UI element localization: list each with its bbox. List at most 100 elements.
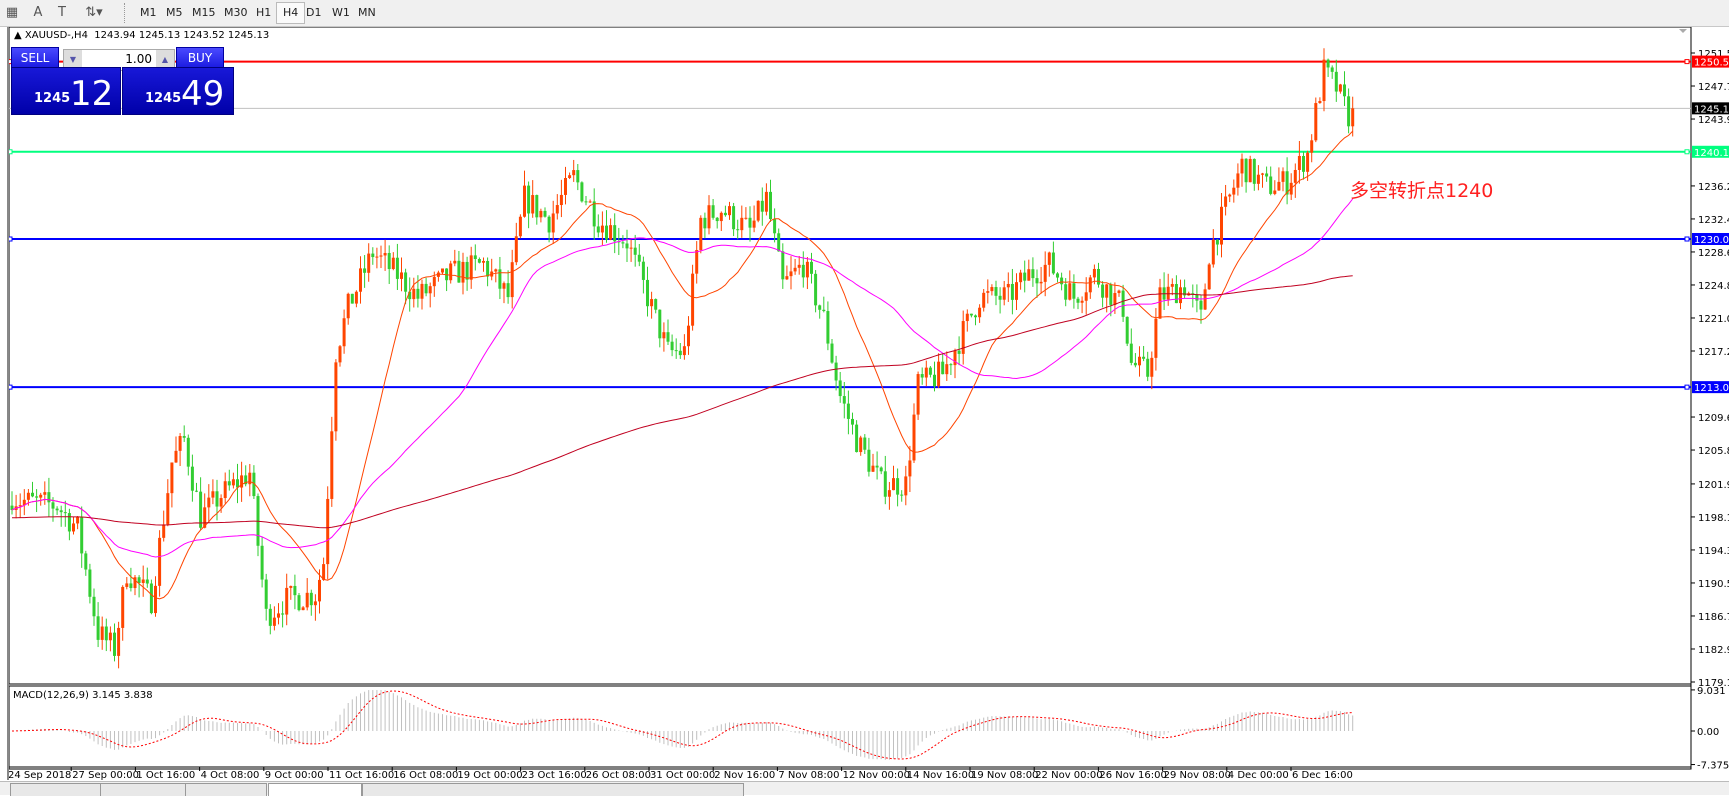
time-tick-label: 7 Nov 08:00 (778, 770, 839, 780)
bull-candle (1158, 287, 1162, 319)
timeframe-h1[interactable]: H1 (256, 6, 272, 19)
price-tick-label: 1224.80 (1698, 281, 1729, 292)
timeframe-w1[interactable]: W1 (332, 6, 350, 19)
bear-candle (1023, 272, 1027, 281)
bull-candle (756, 200, 760, 221)
price-tick-label: 1209.60 (1698, 413, 1729, 424)
sell-price[interactable]: 1245 12 (11, 67, 121, 115)
price-tick-label: 1190.50 (1698, 579, 1729, 590)
bull-candle (961, 321, 965, 354)
bull-candle (551, 213, 555, 233)
bull-candle (338, 346, 342, 363)
bear-candle (227, 481, 231, 486)
bull-candle (531, 195, 535, 214)
bull-candle (1166, 286, 1170, 300)
bull-candle (600, 225, 604, 233)
bear-candle (424, 283, 428, 294)
bull-candle (289, 585, 293, 588)
timeframe-h4[interactable]: H4 (276, 2, 306, 24)
bull-candle (22, 499, 26, 506)
bear-candle (834, 362, 838, 381)
price-label-box (1692, 381, 1729, 394)
bull-candle (1228, 194, 1232, 197)
bear-candle (1146, 358, 1150, 377)
price-tick-label: 1182.90 (1698, 645, 1729, 656)
bear-candle (408, 291, 412, 300)
bull-candle (719, 212, 723, 222)
text-label-icon[interactable]: T (58, 5, 66, 20)
chart-tab[interactable] (10, 783, 102, 796)
bull-candle (990, 287, 994, 292)
bull-candle (1281, 171, 1285, 182)
bear-candle (137, 577, 141, 583)
bull-candle (248, 472, 252, 485)
lot-value[interactable]: 1.00 (125, 52, 152, 66)
moving-average-line (11, 130, 1354, 600)
bull-candle (629, 247, 633, 249)
collapse-triangle-icon[interactable]: ▲ (14, 30, 22, 41)
bear-candle (186, 437, 190, 467)
buy-price[interactable]: 1245 49 (122, 67, 234, 115)
bull-candle (1150, 357, 1154, 377)
bull-candle (588, 201, 592, 203)
bull-candle (904, 476, 908, 496)
timeframe-m5[interactable]: M5 (166, 6, 183, 19)
bear-candle (592, 201, 596, 227)
bull-candle (1092, 268, 1096, 278)
bear-candle (1326, 59, 1330, 68)
time-tick-label: 27 Sep 00:00 (72, 770, 139, 780)
text-icon[interactable]: A (33, 5, 43, 20)
timeframe-mn[interactable]: MN (358, 6, 376, 19)
chart-tab[interactable] (362, 783, 744, 796)
bull-candle (687, 325, 690, 347)
macd-tick-label: 9.031 (1697, 686, 1726, 697)
chart-window[interactable]: 1251.50 1247.70 1243.90 1236.20 1232.40 1228.… (7, 27, 1729, 780)
decrease-lot-button[interactable]: ▼ (64, 50, 82, 70)
chart-tab[interactable] (100, 783, 187, 796)
bull-candle (1039, 281, 1043, 284)
bull-candle (125, 583, 129, 587)
bull-candle (1207, 264, 1211, 290)
bull-candle (330, 431, 334, 499)
moving-average-line (11, 198, 1354, 558)
chart-tab-active[interactable] (268, 783, 362, 796)
time-tick-label: 16 Oct 08:00 (393, 770, 458, 780)
chart-tab[interactable] (185, 783, 267, 796)
bull-candle (1240, 158, 1244, 174)
bull-candle (203, 507, 207, 528)
time-tick-label: 29 Nov 08:00 (1164, 770, 1231, 780)
price-chart[interactable]: 1251.50 1247.70 1243.90 1236.20 1232.40 1228.… (9, 27, 1729, 780)
bull-candle (1015, 282, 1018, 300)
bull-candle (133, 577, 137, 589)
bear-candle (777, 233, 781, 252)
bull-candle (662, 332, 666, 339)
grid-icon[interactable]: ▦ (5, 5, 19, 20)
bull-candle (707, 205, 711, 229)
timeframe-m30[interactable]: M30 (224, 6, 248, 19)
timeframe-d1[interactable]: D1 (306, 6, 322, 19)
bull-candle (1306, 152, 1310, 172)
bull-candle (72, 523, 75, 532)
price-tick-label: 1251.50 (1698, 49, 1729, 60)
price-label-box (1692, 102, 1729, 115)
timeframe-m1[interactable]: M1 (140, 6, 157, 19)
increase-lot-button[interactable]: ▲ (156, 50, 174, 70)
time-tick-label: 11 Oct 16:00 (329, 770, 394, 780)
bear-candle (416, 288, 420, 299)
bull-candle (420, 283, 424, 299)
bull-candle (1351, 108, 1355, 127)
bull-candle (1322, 59, 1326, 102)
price-tick-label: 1217.20 (1698, 347, 1729, 358)
sell-button[interactable]: SELL (11, 47, 59, 69)
timeframe-m15[interactable]: M15 (192, 6, 216, 19)
bull-candle (223, 481, 227, 499)
buy-button[interactable]: BUY (176, 47, 224, 69)
bull-candle (174, 450, 178, 463)
price-tick-label: 1194.30 (1698, 546, 1729, 557)
bear-candle (855, 424, 859, 453)
bear-candle (236, 479, 239, 488)
arrows-icon[interactable]: ⇅▾ (85, 5, 103, 20)
bear-candle (1252, 158, 1256, 184)
bull-candle (207, 497, 211, 508)
bull-candle (367, 253, 371, 273)
